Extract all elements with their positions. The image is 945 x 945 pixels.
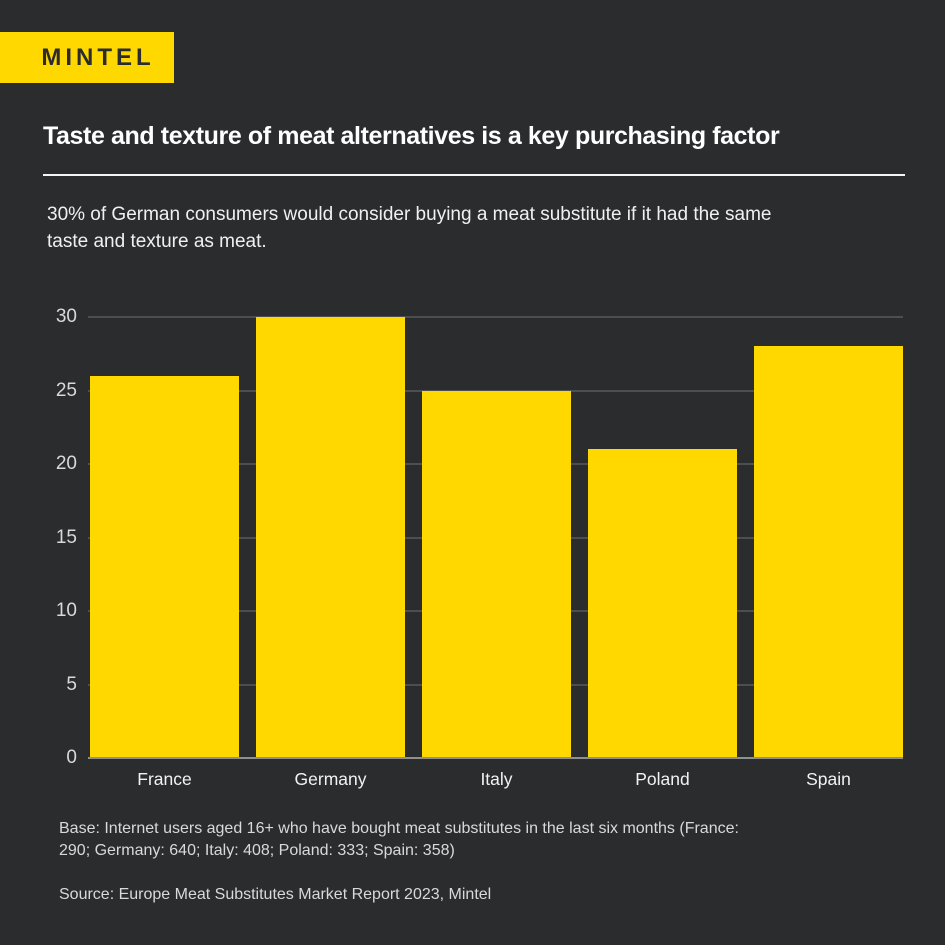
y-tick-label-10: 10 [55,600,77,621]
y-tick-label-25: 25 [55,379,77,401]
bar-chart: 0 5 10 15 20 25 30 France Germany Italy Poland Spa… [0,306,945,797]
x-axis-line [88,757,903,759]
y-tick-label-0: 0 [66,747,77,768]
bar-spain [754,346,903,758]
x-label-spain: Spain [806,769,851,789]
subtitle-line-1: 30% of German consumers would consider b… [47,204,772,225]
y-tick-label-30: 30 [55,306,77,327]
title-divider [43,174,905,176]
bar-italy [422,390,571,758]
bar-france [90,375,239,758]
x-label-germany: Germany [294,769,367,789]
x-label-italy: Italy [480,769,513,789]
y-tick-label-5: 5 [66,673,77,695]
bar-poland [588,449,737,758]
y-tick-label-20: 20 [55,453,77,474]
gridline-30 [88,316,903,318]
base-note-line-1: Base: Internet users aged 16+ who have b… [59,820,739,837]
y-tick-label-15: 15 [55,526,77,548]
mintel-logo: MINTEL [0,32,174,83]
plot-area [88,316,903,759]
base-note: Base: Internet users aged 16+ who have b… [59,818,739,861]
source-note: Source: Europe Meat Substitutes Market R… [59,886,492,903]
x-label-france: France [137,769,192,789]
subtitle-line-2: taste and texture as meat. [47,231,267,252]
x-label-poland: Poland [635,769,690,789]
chart-subtitle: 30% of German consumers would consider b… [47,201,772,255]
page-title: Taste and texture of meat alternatives i… [43,122,780,150]
mintel-logo-text: MINTEL [41,43,155,71]
bar-germany [256,317,405,758]
base-note-line-2: 290; Germany: 640; Italy: 408; Poland: 3… [59,841,455,859]
